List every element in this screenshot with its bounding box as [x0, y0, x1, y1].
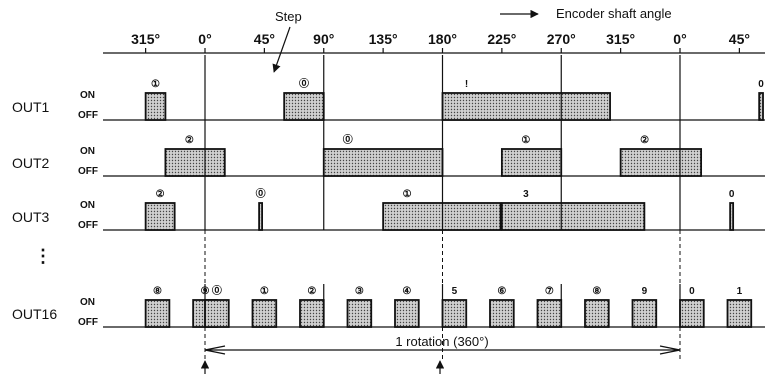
- step-number: ⓪: [212, 284, 222, 297]
- on-label: ON: [80, 146, 95, 157]
- on-pulse: [251, 299, 278, 328]
- angle-tick-label: 180°: [428, 31, 457, 47]
- row-out1: OUT1 ON OFF ① ⓪! 0: [12, 77, 765, 121]
- on-pulse: [144, 202, 176, 231]
- row-name: OUT1: [12, 99, 50, 115]
- on-pulse: [679, 299, 705, 328]
- on-label: ON: [80, 297, 95, 308]
- on-pulse: [144, 92, 167, 121]
- on-pulse: [729, 202, 735, 231]
- on-pulse: [283, 92, 325, 121]
- angle-axis: 315° 0° 45° 90° 135° 180° 225° 270° 315° 0° 45°: [103, 31, 765, 54]
- rows-ellipsis: ⋮: [34, 246, 52, 266]
- step-number: ①: [260, 286, 269, 297]
- step-number: ⓪: [343, 133, 353, 146]
- angle-tick-label: 135°: [369, 31, 398, 47]
- on-pulse: [258, 202, 263, 231]
- step-number: ⑥: [497, 286, 506, 297]
- on-pulse: [394, 299, 420, 328]
- on-pulse: [204, 299, 230, 328]
- off-label: OFF: [78, 220, 98, 231]
- step-number: ②: [307, 286, 316, 297]
- step-arrow: [272, 26, 291, 73]
- row-out2: OUT2 ON OFF ② ⓪ ① ②: [12, 133, 765, 177]
- on-pulse: [584, 299, 610, 328]
- row-name: OUT16: [12, 306, 57, 322]
- on-pulse: [489, 299, 515, 328]
- step-number: 5: [452, 286, 458, 297]
- on-pulse: [500, 202, 646, 231]
- step-number: ⓪: [256, 187, 266, 200]
- step-number: !: [465, 79, 468, 90]
- on-pulse: [164, 148, 226, 177]
- on-pulse: [619, 148, 703, 177]
- on-label: ON: [80, 200, 95, 211]
- on-pulse: [382, 202, 502, 231]
- step-number: 0: [689, 286, 695, 297]
- row-name: OUT2: [12, 155, 50, 171]
- on-pulse: [631, 299, 658, 328]
- shaft-angle-label: Encoder shaft angle: [556, 6, 672, 21]
- angle-tick-label: 315°: [606, 31, 635, 47]
- step-number: ④: [402, 286, 411, 297]
- angle-tick-label: 0°: [198, 31, 211, 47]
- step-number: ⑧: [592, 286, 601, 297]
- step-number: ①: [521, 135, 530, 146]
- step-number: ②: [640, 135, 649, 146]
- on-pulse: [299, 299, 325, 328]
- step-number: 3: [523, 189, 529, 200]
- on-pulse: [441, 299, 468, 328]
- on-pulse: [758, 92, 764, 121]
- step-number: ③: [355, 286, 364, 297]
- off-label: OFF: [78, 317, 98, 328]
- row-out3: OUT3 ON OFF ② ⓪ ① 3 0: [12, 187, 765, 231]
- step-number: 0: [729, 189, 735, 200]
- step-number: ⑦: [545, 286, 554, 297]
- row-name: OUT3: [12, 209, 50, 225]
- on-pulse: [500, 148, 563, 177]
- on-label: ON: [80, 90, 95, 101]
- off-label: OFF: [78, 166, 98, 177]
- angle-tick-label: 45°: [254, 31, 275, 47]
- angle-tick-label: 315°: [131, 31, 160, 47]
- step-number: 1: [737, 286, 743, 297]
- output-rows: OUT1 ON OFF ① ⓪! 0 OUT2 ON OFF ② ⓪ ① ② OUT3 ON OFF ② ⓪ ① 3 0…: [12, 77, 765, 328]
- angle-tick-label: 45°: [729, 31, 750, 47]
- row-out16: OUT16ONOFF⑧⑨⓪①②③④5⑥⑦⑧901: [12, 284, 765, 328]
- step-number: ①: [403, 189, 412, 200]
- angle-tick-label: 90°: [313, 31, 334, 47]
- angle-tick-label: 270°: [547, 31, 576, 47]
- angle-tick-label: 0°: [673, 31, 686, 47]
- angle-tick-label: 225°: [487, 31, 516, 47]
- step-number: ⓪: [299, 77, 309, 90]
- on-pulse: [536, 299, 563, 328]
- on-pulse: [441, 92, 611, 121]
- step-number: ①: [151, 79, 160, 90]
- on-pulse: [726, 299, 753, 328]
- off-label: OFF: [78, 110, 98, 121]
- on-pulse: [144, 299, 171, 328]
- on-pulse: [322, 148, 444, 177]
- step-number: 0: [758, 79, 764, 90]
- step-number: 9: [642, 286, 648, 297]
- step-number: ②: [156, 189, 165, 200]
- step-label: Step: [275, 9, 302, 24]
- step-number: ⑧: [153, 286, 162, 297]
- step-number: ②: [185, 135, 194, 146]
- on-pulse: [346, 299, 373, 328]
